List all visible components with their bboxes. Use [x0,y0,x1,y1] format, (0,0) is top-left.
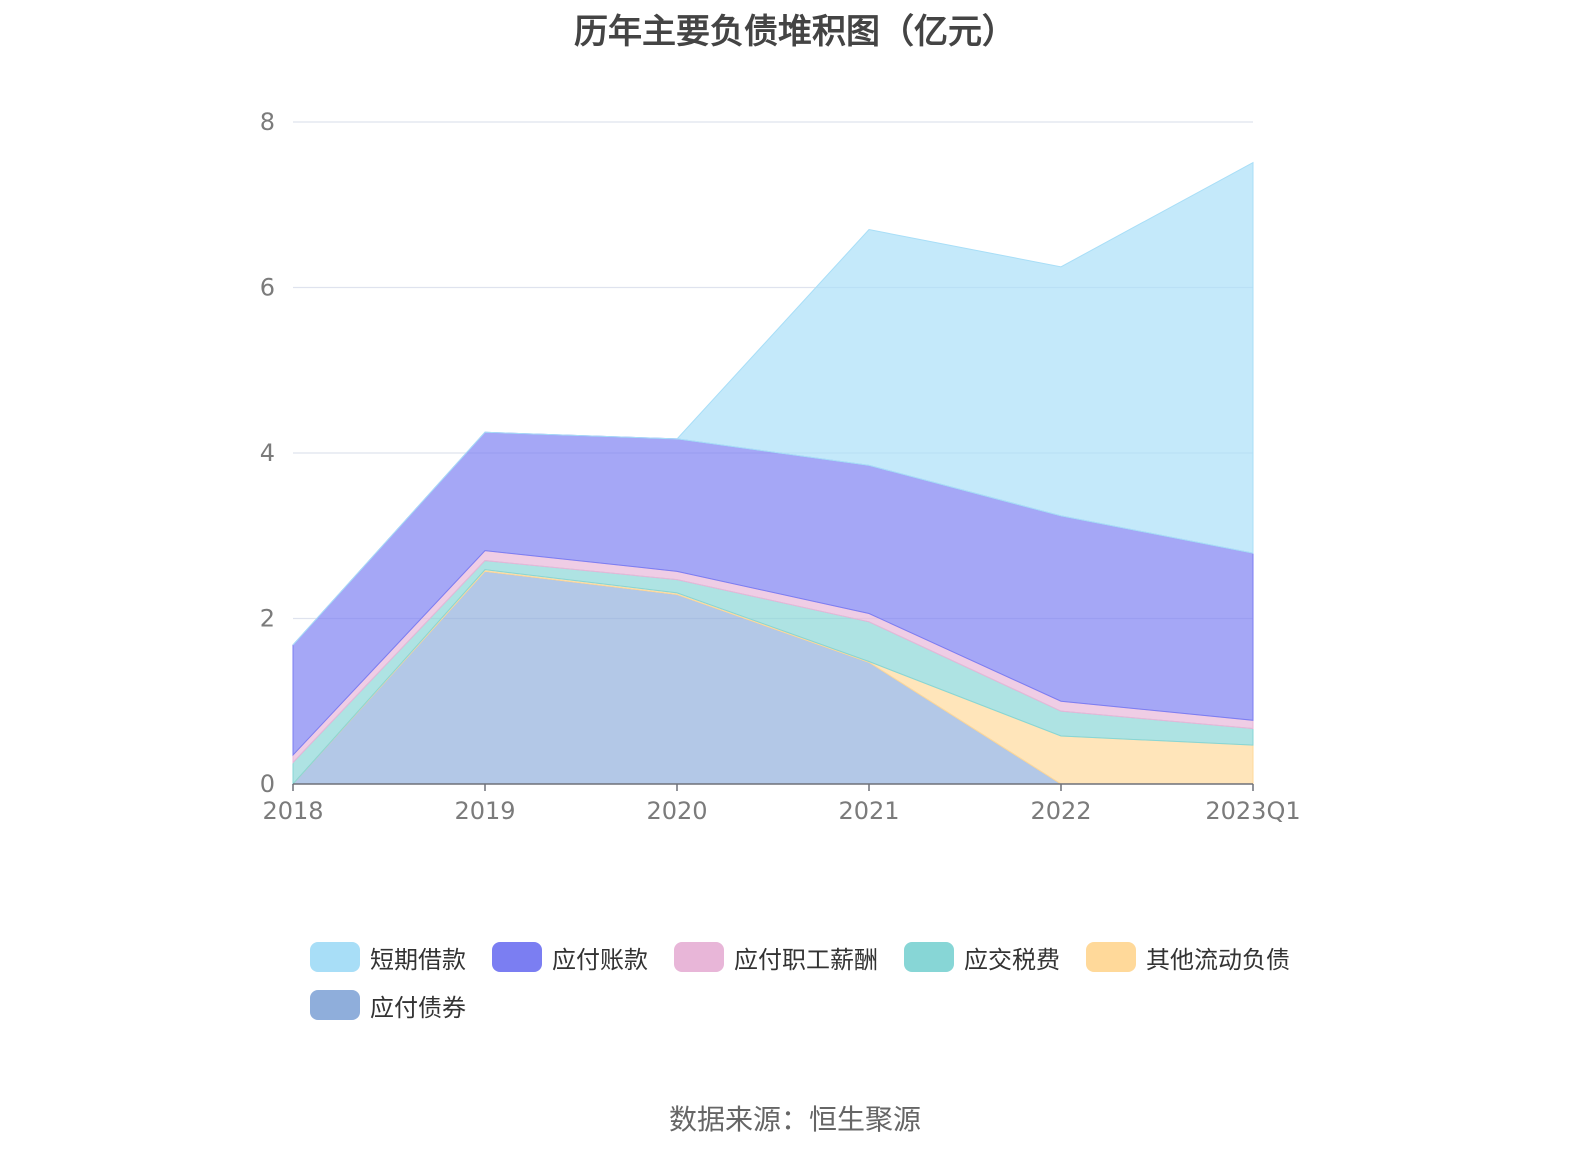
legend-item[interactable]: 短期借款 [310,942,466,974]
legend-label: 应付职工薪酬 [734,945,878,974]
y-tick-label: 8 [260,108,275,136]
legend-label: 应交税费 [964,945,1060,974]
legend-item[interactable]: 应交税费 [904,942,1060,974]
legend-label: 短期借款 [370,945,466,974]
legend: 短期借款 应付账款 应付职工薪酬 应交税费 其他流动负债应付债券 [310,942,1290,1022]
x-tick-label: 2020 [646,797,707,825]
legend-label: 应付债券 [370,993,466,1022]
axes: 0 2 4 6 8 2018 2019 2020 2021 2022 2023Q1 [260,108,1301,825]
y-tick-label: 2 [260,605,275,633]
legend-swatch [1086,942,1136,972]
legend-swatch [310,990,360,1020]
y-tick-label: 4 [260,439,275,467]
legend-item[interactable]: 应付债券 [310,990,466,1022]
chart-title: 历年主要负债堆积图（亿元） [574,12,1016,52]
x-tick-label: 2018 [262,797,323,825]
area-series [291,161,1254,786]
x-tick-label: 2023Q1 [1205,797,1300,825]
area-series-5 [292,161,1254,646]
legend-label: 其他流动负债 [1146,945,1290,974]
legend-swatch [492,942,542,972]
legend-item[interactable]: 应付职工薪酬 [674,942,878,974]
legend-item[interactable]: 应付账款 [492,942,648,974]
legend-swatch [904,942,954,972]
y-tick-label: 0 [260,770,275,798]
y-tick-label: 6 [260,274,275,302]
x-tick-label: 2022 [1030,797,1091,825]
legend-swatch [310,942,360,972]
x-tick-label: 2019 [454,797,515,825]
legend-item[interactable]: 其他流动负债 [1086,942,1290,974]
legend-swatch [674,942,724,972]
legend-label: 应付账款 [552,945,648,974]
data-source-note: 数据来源：恒生聚源 [668,1103,921,1136]
x-tick-label: 2021 [838,797,899,825]
